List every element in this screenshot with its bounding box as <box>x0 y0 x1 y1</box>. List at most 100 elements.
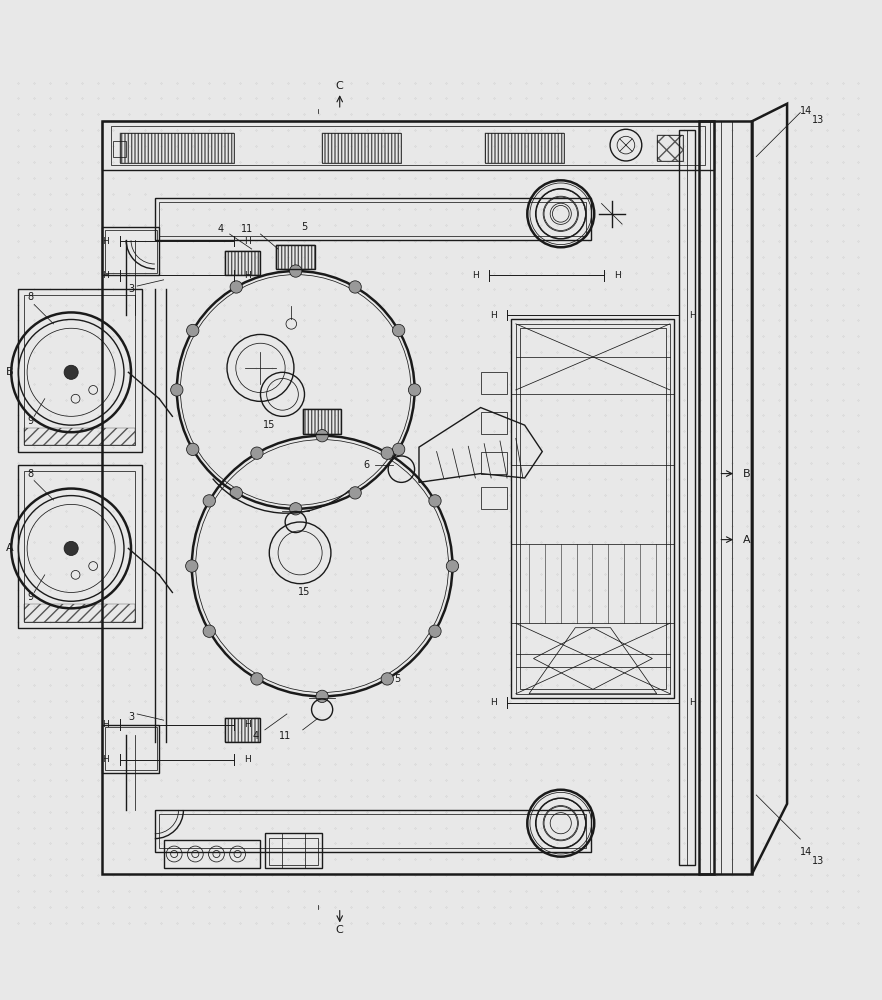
Bar <box>155 810 591 852</box>
Bar <box>481 487 507 509</box>
Bar <box>265 833 322 868</box>
Circle shape <box>289 265 302 277</box>
Circle shape <box>429 625 441 637</box>
Text: A: A <box>743 535 751 545</box>
Text: 11: 11 <box>241 224 253 234</box>
Circle shape <box>185 560 198 572</box>
Text: H: H <box>102 237 109 246</box>
Bar <box>19 465 142 628</box>
Bar <box>25 604 136 622</box>
Bar <box>481 452 507 474</box>
Bar <box>303 409 341 434</box>
Text: H: H <box>102 271 109 280</box>
Circle shape <box>381 673 393 685</box>
Bar <box>19 289 142 452</box>
Bar <box>102 121 714 874</box>
Circle shape <box>446 560 459 572</box>
Text: A: A <box>5 543 13 553</box>
Bar <box>225 251 260 275</box>
Bar <box>163 840 260 868</box>
Text: H: H <box>690 311 696 320</box>
Text: 15: 15 <box>263 420 275 430</box>
Bar <box>485 133 564 163</box>
Text: C: C <box>336 81 344 91</box>
Circle shape <box>349 487 362 499</box>
Text: 8: 8 <box>27 469 34 479</box>
Bar <box>679 130 695 865</box>
Text: 13: 13 <box>811 115 824 125</box>
Bar <box>105 230 157 273</box>
Circle shape <box>392 324 405 337</box>
Circle shape <box>316 690 328 703</box>
Text: 11: 11 <box>279 731 291 741</box>
Circle shape <box>64 365 78 379</box>
Bar <box>269 838 318 865</box>
Text: H: H <box>472 271 479 280</box>
Text: H: H <box>244 720 251 729</box>
Circle shape <box>170 384 183 396</box>
Bar <box>225 251 260 275</box>
Text: 15: 15 <box>298 587 310 597</box>
Text: C: C <box>336 925 344 935</box>
Text: H: H <box>244 755 251 764</box>
Text: H: H <box>690 698 696 707</box>
Bar <box>25 428 136 445</box>
Bar <box>303 409 341 434</box>
Circle shape <box>230 487 243 499</box>
Bar <box>111 126 706 165</box>
Text: 14: 14 <box>800 106 812 116</box>
Circle shape <box>316 430 328 442</box>
Circle shape <box>250 447 263 459</box>
Text: 5: 5 <box>302 222 308 232</box>
Text: 14: 14 <box>800 847 812 857</box>
Bar <box>322 133 401 163</box>
Bar <box>25 471 136 622</box>
Text: B: B <box>743 469 751 479</box>
Bar <box>160 202 587 236</box>
Circle shape <box>203 495 215 507</box>
Bar <box>322 133 401 163</box>
Text: 9: 9 <box>27 416 34 426</box>
Text: H: H <box>490 311 497 320</box>
Circle shape <box>408 384 421 396</box>
Text: 5: 5 <box>394 674 400 684</box>
Text: H: H <box>244 237 251 246</box>
Bar <box>225 718 260 742</box>
Bar <box>481 372 507 394</box>
Bar <box>25 295 136 445</box>
Circle shape <box>289 503 302 515</box>
Circle shape <box>381 447 393 459</box>
Circle shape <box>203 625 215 637</box>
Bar <box>105 727 157 770</box>
Circle shape <box>349 281 362 293</box>
Bar <box>282 833 304 868</box>
Bar <box>102 725 160 773</box>
Circle shape <box>187 443 199 456</box>
Bar <box>160 814 587 848</box>
Text: H: H <box>615 271 621 280</box>
Bar <box>516 324 670 694</box>
Bar <box>276 245 315 269</box>
Circle shape <box>230 281 243 293</box>
Text: H: H <box>244 271 251 280</box>
Bar <box>225 718 260 742</box>
Text: 4: 4 <box>218 224 224 234</box>
Circle shape <box>64 541 78 555</box>
Text: 3: 3 <box>128 712 134 722</box>
Text: 3: 3 <box>128 284 134 294</box>
Text: 9: 9 <box>27 592 34 602</box>
Text: H: H <box>102 720 109 729</box>
Text: H: H <box>102 755 109 764</box>
Bar <box>120 133 234 163</box>
Bar <box>512 319 675 698</box>
Text: 13: 13 <box>811 856 824 866</box>
Bar <box>481 412 507 434</box>
Circle shape <box>250 673 263 685</box>
Bar <box>520 328 666 689</box>
Bar <box>113 141 126 157</box>
Bar <box>657 135 684 161</box>
Text: 4: 4 <box>253 731 259 741</box>
Text: B: B <box>5 367 13 377</box>
Circle shape <box>392 443 405 456</box>
Bar <box>276 245 315 269</box>
